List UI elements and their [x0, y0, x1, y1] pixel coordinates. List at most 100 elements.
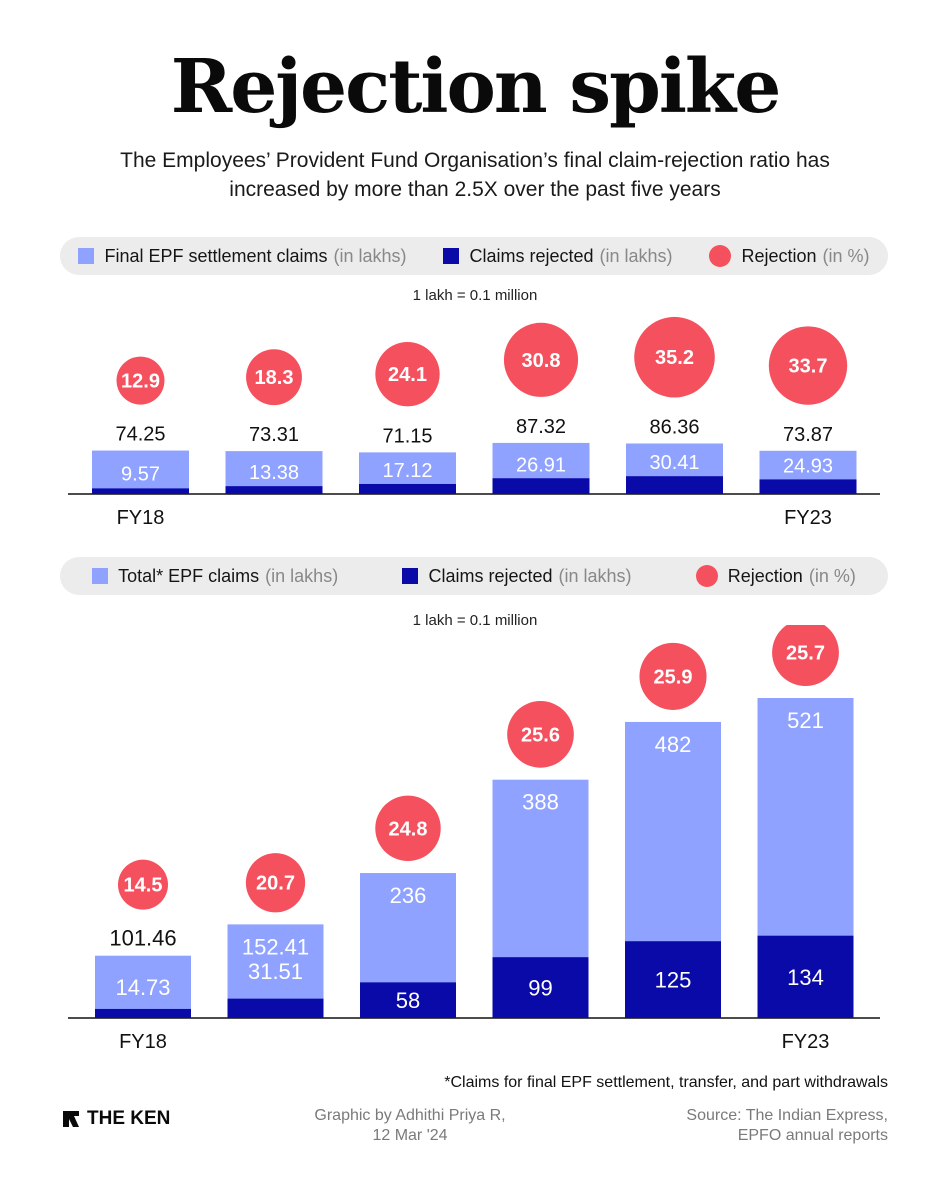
- legend-unit: (in %): [808, 565, 856, 586]
- label-rejection-FY18: 14.5: [124, 875, 163, 897]
- bar-rejected-FY21: [492, 957, 589, 1018]
- the-ken-logo-icon: [63, 1111, 79, 1127]
- legend-label: Claims rejected: [428, 565, 553, 586]
- label-rejected-FY19: 31.51: [248, 959, 303, 984]
- label-total-FY19: 152.41: [242, 934, 309, 959]
- x-tick-label-FY23: FY23: [784, 507, 832, 529]
- label-total-FY21: 87.32: [516, 416, 566, 438]
- x-tick-label-FY23: FY23: [782, 1031, 830, 1053]
- label-rejected-FY23: 134: [787, 965, 824, 990]
- bubble-rejection-FY23: [768, 326, 848, 405]
- legend-swatch-settlement-claims: [78, 248, 95, 264]
- bubble-rejection-FY23: [772, 625, 839, 686]
- bubble-rejection-FY19: [246, 349, 302, 406]
- bubble-rejection-FY22: [634, 316, 715, 398]
- legend-unit: (in %): [822, 245, 870, 266]
- label-total-FY19: 73.31: [249, 424, 299, 446]
- legend-label: Rejection: [727, 565, 803, 586]
- bubble-rejection-FY19: [245, 853, 306, 913]
- label-total-FY22: 482: [655, 732, 692, 757]
- bar-rejected-FY19: [227, 998, 324, 1018]
- label-total-FY23: 73.87: [783, 424, 833, 446]
- label-rejection-FY20: 24.1: [388, 364, 427, 386]
- label-rejection-FY22: 25.9: [654, 666, 693, 688]
- label-rejected-FY18: 14.73: [115, 975, 170, 1000]
- legend-item-claims-rejected: Claims rejected (in lakhs): [402, 565, 632, 587]
- legend-item-total-claims: Total* EPF claims (in lakhs): [92, 566, 338, 587]
- label-rejected-FY20: 58: [396, 988, 420, 1013]
- legend-swatch-rejection-rate: [695, 565, 718, 587]
- legend-chart-2: Total* EPF claims (in lakhs) Claims reje…: [60, 557, 888, 595]
- chart-1-final-settlement: 9.57 74.25 12.9 FY18 13.38 73.31 18.3 17.12 71.1…: [68, 316, 880, 529]
- bar-total-FY18: [95, 955, 191, 1018]
- source-line-1: Source: The Indian Express,: [686, 1107, 888, 1124]
- bar-rejected-FY20: [360, 982, 456, 1018]
- source-line-2: EPFO annual reports: [737, 1127, 888, 1144]
- bar-total-FY18: [92, 450, 189, 494]
- label-rejected-FY22: 125: [655, 968, 692, 993]
- graphic-credit: Graphic by Adhithi Priya R, 12 Mar '24: [300, 1106, 520, 1146]
- label-total-FY20: 236: [390, 883, 427, 908]
- label-total-FY20: 71.15: [382, 425, 432, 447]
- label-rejection-FY18: 12.9: [121, 371, 160, 393]
- bar-rejected-FY18: [92, 488, 189, 494]
- legend-item-rejection-rate: Rejection (in %): [695, 565, 856, 587]
- label-rejection-FY19: 18.3: [255, 367, 294, 389]
- legend-unit: (in lakhs): [558, 565, 632, 586]
- bar-rejected-FY22: [625, 941, 721, 1018]
- legend-unit: (in lakhs): [265, 565, 339, 586]
- bar-rejected-FY23: [757, 935, 854, 1018]
- bar-rejected-FY23: [759, 479, 857, 494]
- bubble-rejection-FY20: [375, 795, 441, 862]
- bubble-rejection-FY20: [375, 342, 440, 407]
- legend-label: Claims rejected: [469, 245, 594, 266]
- label-rejected-FY22: 30.41: [649, 452, 699, 474]
- label-rejection-FY19: 20.7: [256, 873, 295, 895]
- label-total-FY21: 388: [522, 790, 559, 815]
- legend-item-settlement-claims: Final EPF settlement claims (in lakhs): [78, 245, 407, 267]
- legend-item-claims-rejected: Claims rejected (in lakhs): [443, 245, 673, 267]
- legend-swatch-claims-rejected: [402, 568, 419, 584]
- label-rejection-FY23: 33.7: [789, 356, 828, 378]
- legend-unit: (in lakhs): [333, 245, 407, 266]
- label-rejected-FY20: 17.12: [382, 460, 432, 482]
- legend-chart-1: Final EPF settlement claims (in lakhs) C…: [60, 237, 888, 275]
- legend-swatch-total-claims: [92, 568, 109, 584]
- legend-label: Rejection: [741, 245, 817, 266]
- label-rejected-FY21: 26.91: [516, 454, 566, 476]
- bubble-rejection-FY21: [503, 322, 579, 397]
- label-rejected-FY18: 9.57: [121, 463, 160, 485]
- unit-note-chart-1: 1 lakh = 0.1 million: [412, 287, 538, 304]
- legend-label: Final EPF settlement claims: [104, 245, 328, 266]
- label-rejection-FY21: 25.6: [521, 724, 560, 746]
- label-rejection-FY20: 24.8: [389, 818, 428, 840]
- label-rejected-FY21: 99: [528, 976, 552, 1001]
- bar-rejected-FY21: [492, 478, 590, 494]
- chart-title: Rejection spike: [170, 44, 782, 130]
- subtitle-line-1: The Employees’ Provident Fund Organisati…: [120, 149, 830, 172]
- label-rejection-FY21: 30.8: [522, 350, 561, 372]
- legend-swatch-claims-rejected: [443, 248, 460, 264]
- bar-rejected-FY18: [95, 1008, 191, 1018]
- label-rejection-FY23: 25.7: [786, 643, 825, 665]
- subtitle-line-2: increased by more than 2.5X over the pas…: [229, 178, 721, 201]
- source-note: Source: The Indian Express, EPFO annual …: [686, 1106, 888, 1146]
- label-rejected-FY19: 13.38: [249, 462, 299, 484]
- legend-item-rejection-rate: Rejection (in %): [709, 245, 870, 267]
- brand-logo: THE KEN: [60, 1108, 170, 1130]
- x-tick-label-FY18: FY18: [117, 507, 165, 529]
- unit-note-chart-2: 1 lakh = 0.1 million: [412, 612, 538, 629]
- bar-rejected-FY19: [225, 486, 323, 494]
- bubble-rejection-FY18: [118, 859, 168, 910]
- credit-line-1: Graphic by Adhithi Priya R,: [314, 1107, 506, 1124]
- label-rejected-FY23: 24.93: [783, 455, 833, 477]
- label-total-FY22: 86.36: [649, 416, 699, 438]
- x-tick-label-FY18: FY18: [119, 1031, 167, 1053]
- legend-unit: (in lakhs): [599, 245, 673, 266]
- bar-rejected-FY20: [359, 483, 456, 494]
- chart-subtitle: The Employees’ Provident Fund Organisati…: [40, 146, 910, 204]
- bubble-rejection-FY21: [507, 701, 574, 768]
- label-total-FY23: 521: [787, 708, 824, 733]
- bubble-rejection-FY18: [116, 356, 165, 405]
